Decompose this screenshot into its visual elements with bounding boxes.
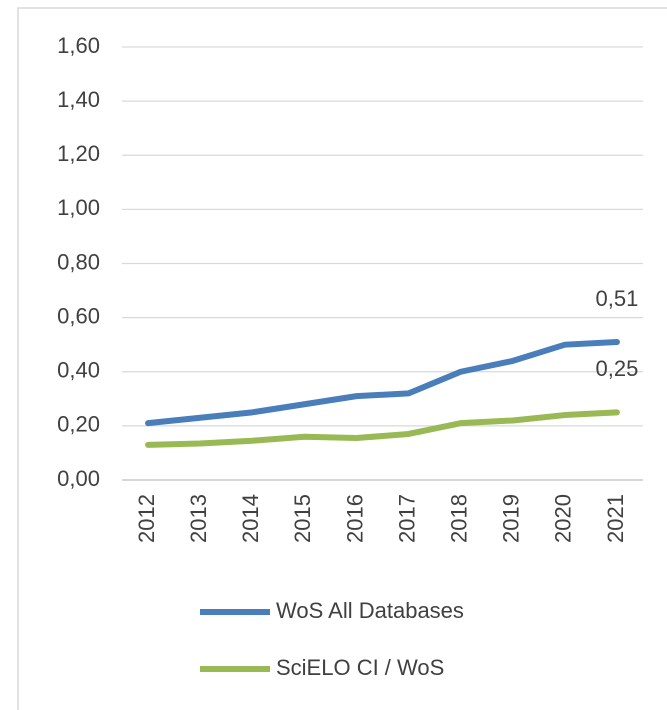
x-tick-label: 2017: [394, 494, 419, 543]
x-tick-label: 2013: [186, 494, 211, 543]
x-tick-label: 2019: [499, 494, 524, 543]
y-tick-label: 1,60: [57, 33, 100, 58]
y-tick-label: 1,20: [57, 141, 100, 166]
data-label: 0,25: [596, 356, 639, 381]
y-tick-label: 0,20: [57, 412, 100, 437]
legend-label: SciELO CI / WoS: [276, 655, 444, 680]
x-tick-label: 2012: [134, 494, 159, 543]
y-tick-label: 1,40: [57, 87, 100, 112]
x-tick-label: 2018: [446, 494, 471, 543]
x-tick-label: 2015: [290, 494, 315, 543]
series-line: [145, 409, 620, 448]
series-line: [145, 338, 620, 427]
chart-frame: [17, 7, 667, 710]
x-tick-label: 2021: [603, 494, 628, 543]
y-tick-label: 0,80: [57, 249, 100, 274]
data-label: 0,51: [596, 286, 639, 311]
y-tick-label: 0,00: [57, 466, 100, 491]
y-tick-label: 0,60: [57, 303, 100, 328]
x-tick-label: 2016: [342, 494, 367, 543]
legend-label: WoS All Databases: [276, 598, 464, 623]
x-tick-label: 2014: [238, 494, 263, 543]
y-tick-label: 0,40: [57, 358, 100, 383]
y-tick-label: 1,00: [57, 195, 100, 220]
x-tick-label: 2020: [551, 494, 576, 543]
